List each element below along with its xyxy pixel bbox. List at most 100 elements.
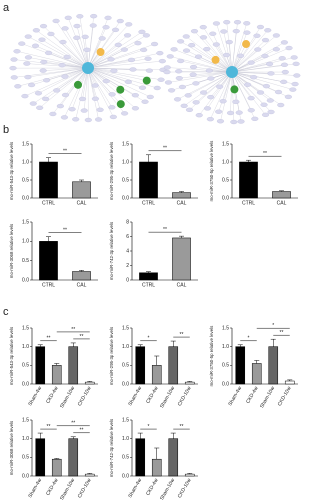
bar <box>184 381 195 385</box>
bar <box>135 346 146 385</box>
node <box>107 57 115 62</box>
y-tick-label: 0.5 <box>22 177 29 183</box>
edge <box>174 49 233 73</box>
significance-label: ** <box>71 421 75 427</box>
node <box>247 96 255 101</box>
y-tick-label: 0.5 <box>222 177 229 183</box>
node <box>256 24 265 30</box>
y-tick-label: 0.5 <box>122 363 129 369</box>
edge <box>21 43 89 69</box>
node <box>164 80 172 85</box>
node <box>94 117 103 122</box>
x-tick-label: CAL <box>177 282 187 288</box>
hub-node <box>242 40 251 49</box>
node <box>253 33 261 38</box>
node <box>203 106 212 111</box>
node <box>141 99 149 104</box>
edge <box>226 22 233 73</box>
x-tick-label: CAL <box>277 200 287 206</box>
y-tick-label: 1.0 <box>22 436 29 442</box>
y-tick-label: 0.0 <box>22 381 29 387</box>
node <box>110 68 118 73</box>
error-bar <box>37 344 43 347</box>
y-tick-label: 0.0 <box>122 473 129 479</box>
edge <box>87 35 147 69</box>
node <box>10 57 18 62</box>
edge <box>36 30 89 69</box>
node <box>291 81 299 87</box>
node <box>163 69 171 75</box>
node <box>91 96 99 101</box>
edge <box>28 36 89 69</box>
edge <box>231 32 248 73</box>
edge <box>220 71 233 122</box>
edge <box>41 39 89 69</box>
node <box>43 78 51 83</box>
error-bar <box>79 179 84 182</box>
node <box>293 73 301 78</box>
node <box>232 99 240 105</box>
node <box>81 34 89 40</box>
node <box>230 119 238 125</box>
significance-label: ** <box>180 424 184 430</box>
edge <box>231 49 277 73</box>
y-tick-label: 0.0 <box>22 195 29 201</box>
y-tick-label: 0.0 <box>22 277 29 283</box>
node <box>189 64 198 70</box>
bar <box>72 181 91 199</box>
edge <box>207 71 233 109</box>
node <box>244 82 252 87</box>
edge <box>71 67 89 110</box>
node <box>190 29 199 34</box>
bar-chart: mo-miR-742-3p relative levels 0 2 4 6 8 CTRL CA… <box>109 219 198 288</box>
edge <box>55 20 89 69</box>
edge <box>168 71 233 83</box>
node <box>84 117 92 123</box>
node <box>280 40 288 45</box>
node <box>215 109 223 114</box>
node <box>272 33 280 38</box>
node <box>52 18 60 24</box>
node <box>199 25 207 30</box>
significance-label: ** <box>180 332 184 338</box>
node <box>225 39 233 45</box>
bar <box>139 161 158 199</box>
error-bar <box>146 271 151 273</box>
node <box>266 98 274 103</box>
edge <box>38 67 89 94</box>
y-tick-label: 0.0 <box>22 473 29 479</box>
y-tick-label: 8 <box>126 219 129 225</box>
node <box>78 96 87 102</box>
edge <box>87 67 121 105</box>
edge <box>87 67 113 108</box>
node <box>24 74 32 80</box>
significance-label: ** <box>47 424 51 430</box>
edge <box>87 31 143 69</box>
node <box>151 41 159 47</box>
edge <box>87 59 132 69</box>
x-tick-label: CAL <box>77 200 87 206</box>
error-bar <box>46 157 51 162</box>
node <box>144 56 152 61</box>
bar <box>35 438 46 477</box>
edge <box>231 71 271 101</box>
node <box>39 68 47 73</box>
node <box>175 69 183 74</box>
node <box>31 43 40 48</box>
node <box>272 47 280 52</box>
y-tick-label: 1.0 <box>222 159 229 165</box>
bar <box>51 458 62 477</box>
edge <box>87 35 128 69</box>
x-tick-label: CAL <box>77 282 87 288</box>
edge <box>87 52 160 69</box>
y-tick-label: 0.5 <box>222 363 229 369</box>
edge <box>39 67 89 108</box>
edge <box>43 67 89 71</box>
bar <box>172 192 191 199</box>
edge <box>64 28 89 69</box>
edge <box>231 71 266 115</box>
node <box>226 110 235 116</box>
node <box>98 36 106 41</box>
edge <box>87 42 139 69</box>
node <box>76 14 84 19</box>
